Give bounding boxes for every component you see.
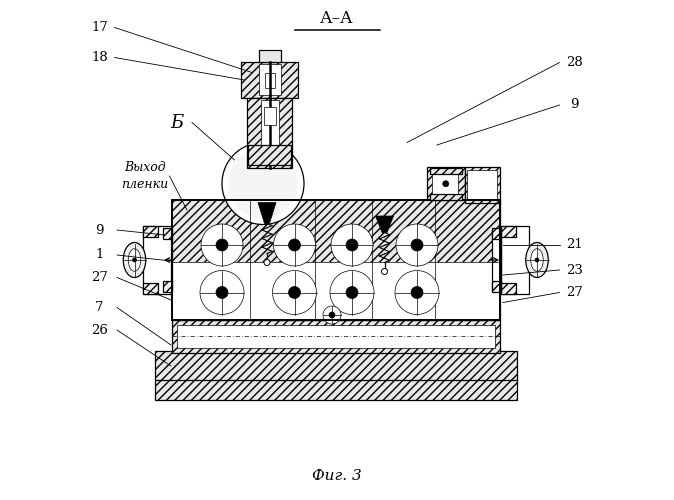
Text: Выход: Выход bbox=[124, 161, 165, 174]
Circle shape bbox=[272, 270, 317, 314]
Text: 1: 1 bbox=[95, 248, 104, 262]
Circle shape bbox=[381, 268, 388, 274]
Bar bbox=[264, 108, 276, 125]
Text: 9: 9 bbox=[95, 224, 104, 236]
Polygon shape bbox=[258, 202, 276, 224]
Circle shape bbox=[346, 286, 358, 298]
Bar bbox=[264, 74, 274, 88]
Circle shape bbox=[133, 258, 137, 262]
Text: 7: 7 bbox=[95, 301, 104, 314]
Circle shape bbox=[331, 224, 373, 266]
Bar bbox=[492, 281, 501, 292]
Bar bbox=[241, 62, 298, 98]
Circle shape bbox=[395, 270, 439, 314]
Circle shape bbox=[346, 239, 358, 251]
Ellipse shape bbox=[123, 242, 146, 278]
Circle shape bbox=[288, 239, 301, 251]
Circle shape bbox=[216, 239, 228, 251]
Text: 27: 27 bbox=[91, 271, 108, 284]
Bar bbox=[163, 281, 172, 292]
Text: 23: 23 bbox=[566, 264, 583, 276]
Text: 9: 9 bbox=[570, 98, 579, 112]
Bar bbox=[432, 172, 458, 196]
Bar bbox=[260, 100, 278, 165]
Circle shape bbox=[411, 239, 423, 251]
Text: 17: 17 bbox=[91, 21, 108, 34]
Bar bbox=[172, 200, 499, 320]
Circle shape bbox=[411, 286, 423, 298]
Circle shape bbox=[201, 224, 243, 266]
Bar bbox=[247, 98, 292, 168]
Circle shape bbox=[216, 286, 228, 298]
Bar bbox=[143, 226, 171, 294]
Bar bbox=[172, 200, 499, 320]
Bar bbox=[501, 226, 528, 294]
Circle shape bbox=[329, 312, 335, 318]
Bar bbox=[163, 230, 172, 290]
Text: 27: 27 bbox=[566, 286, 583, 299]
Bar bbox=[429, 168, 462, 173]
Bar bbox=[177, 325, 495, 347]
Bar bbox=[172, 200, 499, 262]
Bar bbox=[501, 226, 516, 237]
Bar bbox=[154, 379, 517, 400]
Circle shape bbox=[330, 270, 374, 314]
Text: 18: 18 bbox=[91, 51, 108, 64]
Bar bbox=[492, 230, 501, 290]
Bar bbox=[143, 226, 158, 237]
Circle shape bbox=[535, 258, 539, 262]
Circle shape bbox=[396, 224, 438, 266]
Ellipse shape bbox=[530, 248, 543, 271]
Circle shape bbox=[443, 180, 449, 186]
Text: 28: 28 bbox=[566, 56, 583, 69]
Circle shape bbox=[222, 142, 304, 224]
Circle shape bbox=[264, 260, 270, 266]
Bar bbox=[154, 351, 517, 380]
Text: 21: 21 bbox=[566, 238, 583, 252]
Circle shape bbox=[274, 224, 315, 266]
Bar bbox=[173, 262, 499, 319]
Ellipse shape bbox=[128, 248, 141, 271]
Bar bbox=[163, 228, 172, 239]
Bar bbox=[172, 320, 499, 352]
Bar bbox=[427, 168, 464, 200]
Bar bbox=[248, 145, 291, 165]
Bar bbox=[467, 170, 497, 200]
Circle shape bbox=[228, 148, 298, 218]
Text: 26: 26 bbox=[91, 324, 108, 336]
Bar bbox=[501, 283, 516, 294]
Bar bbox=[429, 194, 462, 200]
Text: Б: Б bbox=[171, 114, 183, 132]
Ellipse shape bbox=[526, 242, 548, 278]
Bar bbox=[259, 64, 280, 95]
Text: А–А: А–А bbox=[320, 10, 354, 27]
Circle shape bbox=[200, 270, 244, 314]
Circle shape bbox=[323, 306, 341, 324]
Bar bbox=[464, 168, 499, 202]
Bar bbox=[492, 228, 501, 239]
Text: Фиг. 3: Фиг. 3 bbox=[312, 469, 362, 483]
Polygon shape bbox=[375, 216, 394, 232]
Text: пленки: пленки bbox=[121, 178, 168, 192]
Bar bbox=[143, 283, 158, 294]
Circle shape bbox=[288, 286, 301, 298]
Bar bbox=[259, 50, 280, 62]
